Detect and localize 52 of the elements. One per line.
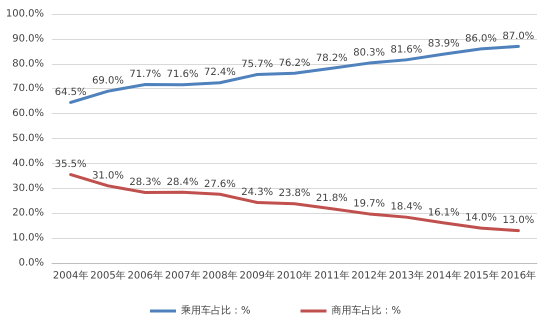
y-tick-label: 20.0% [12,208,44,219]
legend-label: 乘用车占比：% [181,304,251,316]
data-label: 31.0% [92,170,124,182]
data-label: 71.6% [166,69,198,80]
data-label: 23.8% [278,188,310,200]
data-label: 71.7% [129,68,162,80]
x-tick-label: 2004年 [52,270,88,282]
data-label: 19.7% [353,198,386,210]
x-tick-label: 2009年 [239,270,275,282]
data-label: 13.0% [502,215,534,226]
x-tick-label: 2016年 [500,270,536,282]
data-label: 83.9% [428,38,460,50]
y-tick-label: 30.0% [12,182,44,194]
y-tick-label: 40.0% [12,158,44,169]
y-tick-label: 100.0% [6,8,44,20]
data-label: 28.4% [166,176,198,188]
x-tick-label: 2012年 [351,270,387,282]
data-label: 81.6% [390,44,422,56]
x-tick-label: 2015年 [463,270,499,282]
y-tick-label: 10.0% [12,232,44,244]
data-label: 69.0% [92,76,124,87]
data-label: 21.8% [316,193,348,204]
data-label: 86.0% [465,33,497,44]
x-tick-label: 2007年 [164,270,200,282]
y-tick-label: 70.0% [12,83,44,94]
y-tick-label: 80.0% [12,58,44,70]
x-tick-label: 2013年 [388,270,424,282]
data-label: 27.6% [204,178,236,190]
legend-label: 商用车占比：% [332,304,402,316]
data-label: 75.7% [241,59,274,70]
y-tick-label: 50.0% [12,133,44,144]
data-label: 28.3% [129,177,162,188]
data-label: 78.2% [316,52,348,64]
data-label: 14.0% [465,212,497,224]
x-tick-label: 2008年 [202,270,238,282]
data-label: 87.0% [502,30,534,42]
data-label: 24.3% [241,186,274,198]
data-label: 18.4% [390,202,422,213]
x-tick-label: 2011年 [314,270,350,282]
data-label: 80.3% [353,48,386,59]
x-tick-label: 2014年 [426,270,462,282]
y-tick-label: 60.0% [12,108,44,120]
x-tick-label: 2006年 [128,270,163,282]
y-tick-label: 90.0% [12,33,44,44]
x-tick-label: 2005年 [90,270,126,282]
data-label: 16.1% [428,207,460,218]
data-label: 35.5% [54,159,87,170]
y-tick-label: 0.0% [18,258,44,268]
x-tick-label: 2010年 [276,270,312,282]
data-label: 72.4% [204,67,236,78]
data-label: 76.2% [278,58,310,69]
data-label: 64.5% [54,86,87,98]
